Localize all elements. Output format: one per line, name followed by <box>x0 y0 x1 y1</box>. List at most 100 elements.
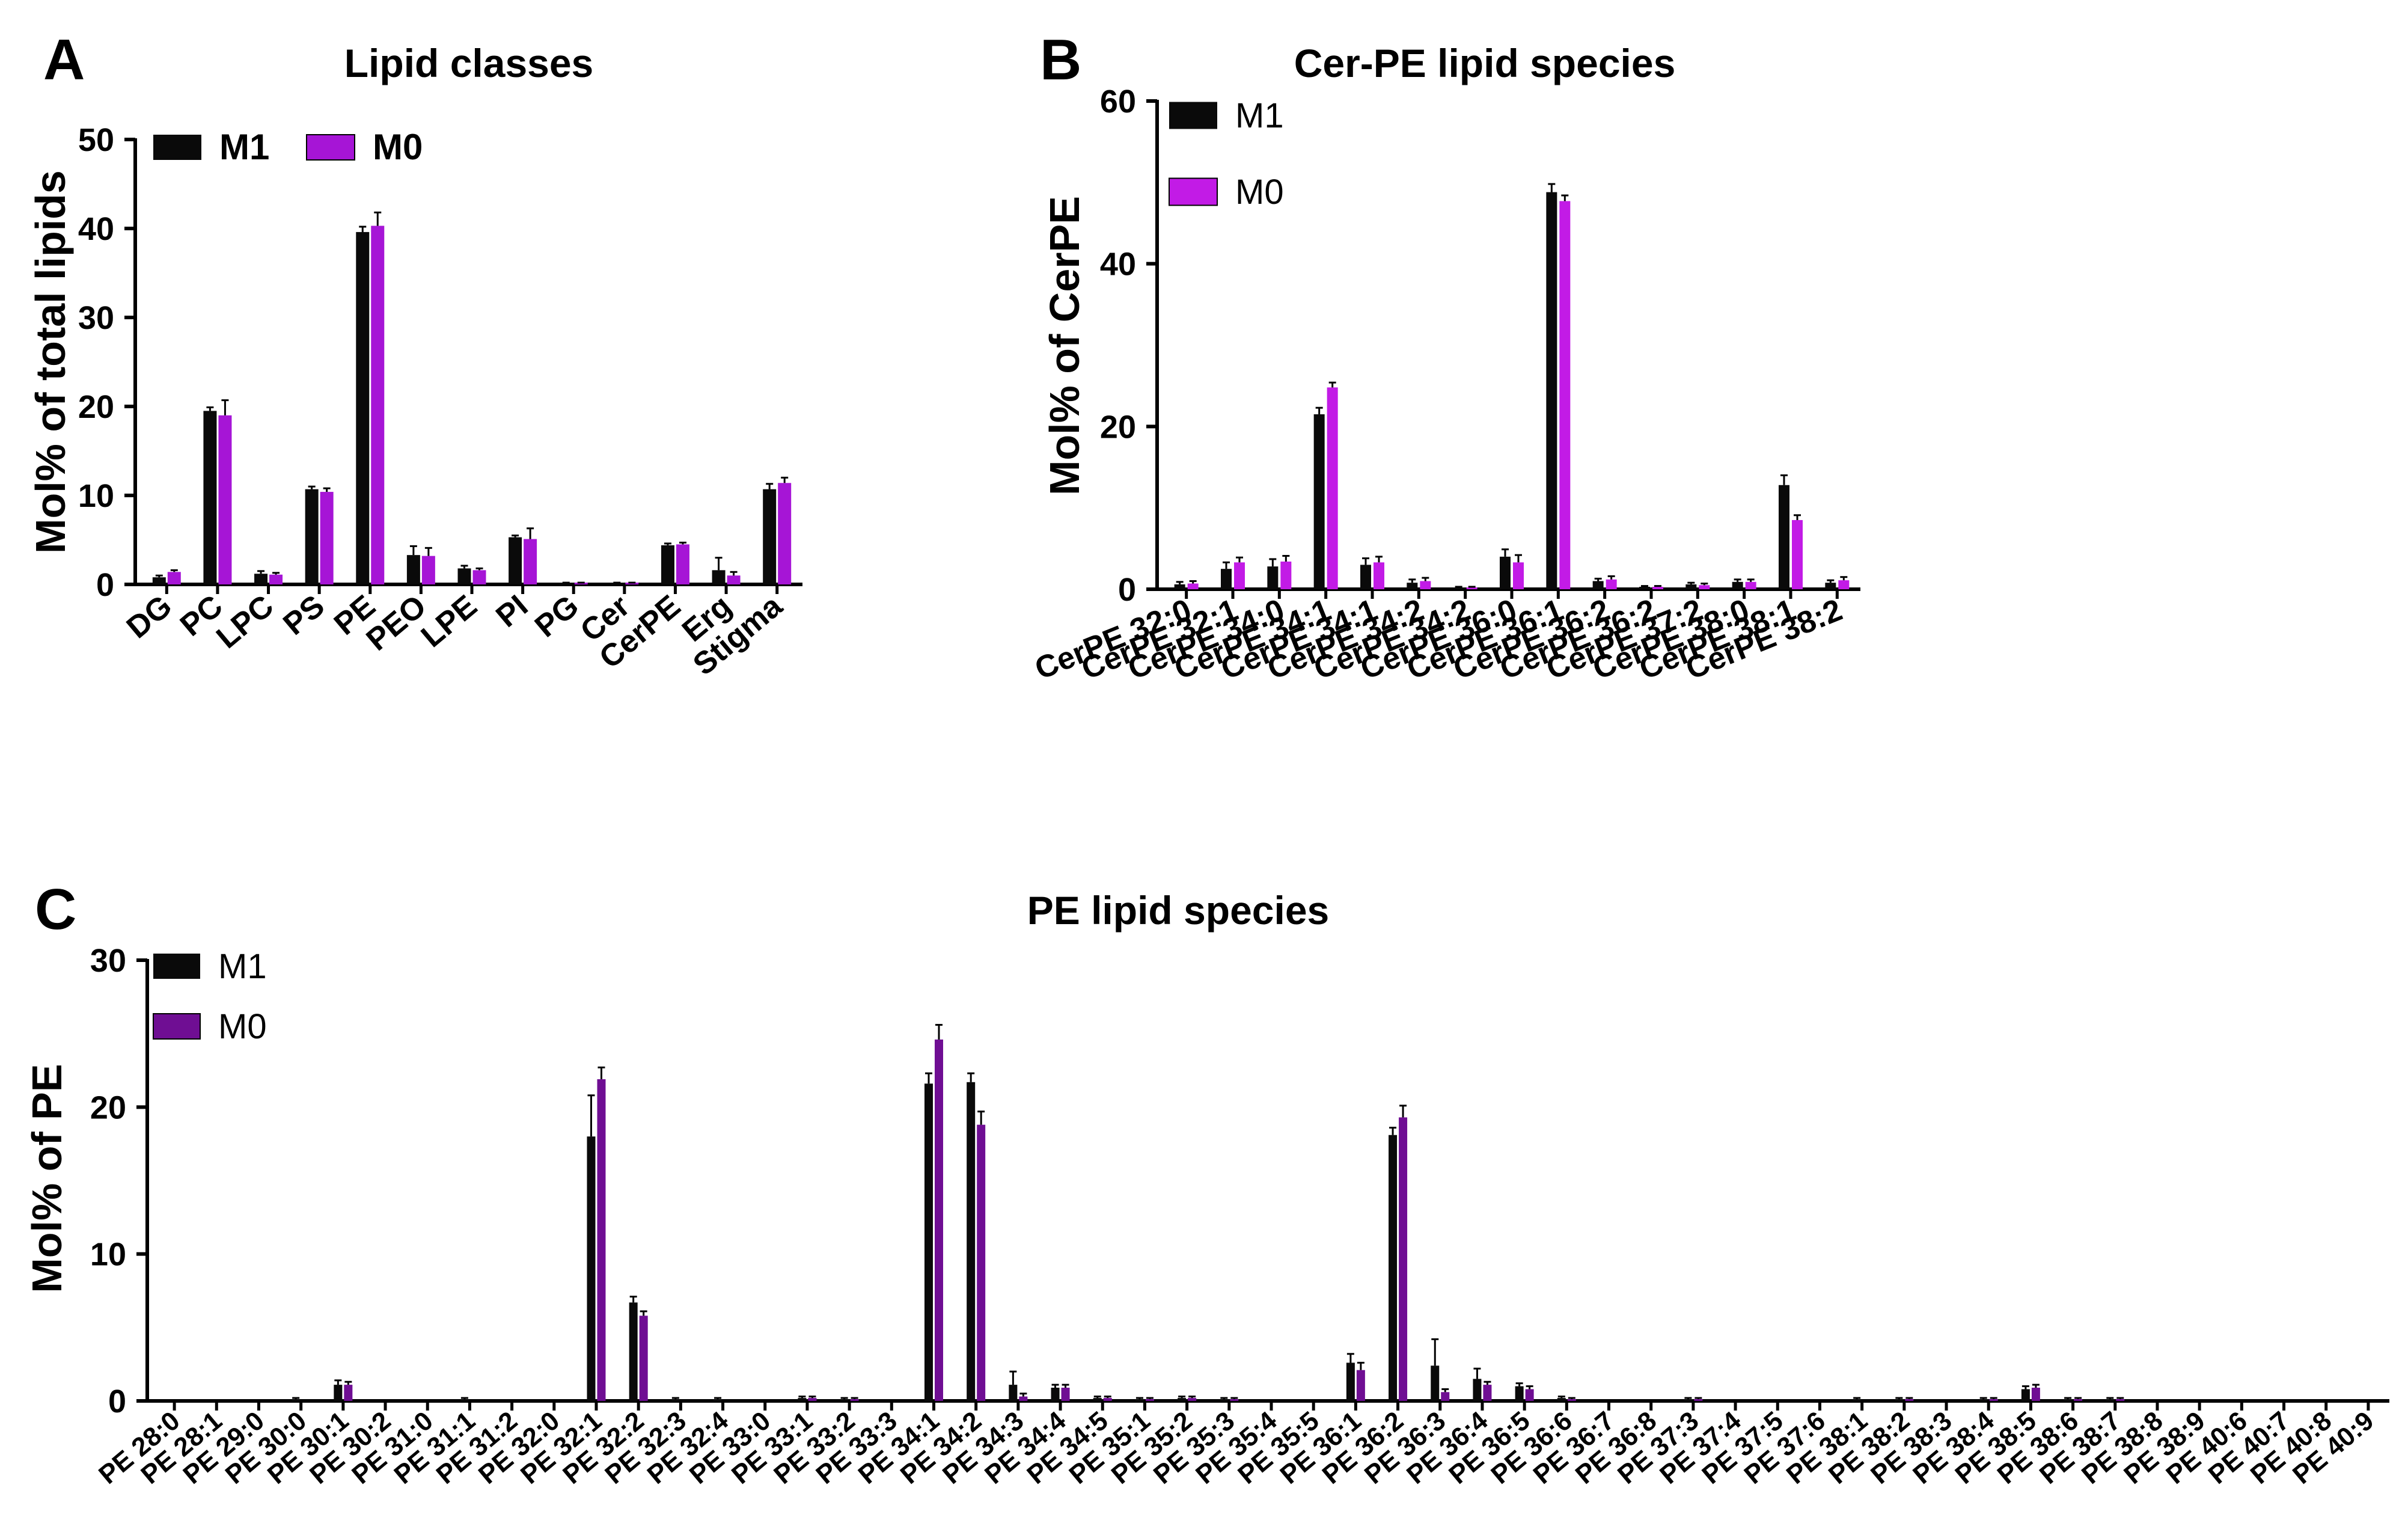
bar-m0 <box>1230 1399 1239 1401</box>
bar-m0 <box>727 575 741 584</box>
bar-m1 <box>1093 1398 1102 1401</box>
bar-m1 <box>1895 1399 1904 1401</box>
bar-m0 <box>167 572 181 584</box>
y-tick-label: 10 <box>78 478 114 514</box>
bar-m0 <box>421 556 435 584</box>
legend-label-m0: M0 <box>1235 173 1284 212</box>
bar-m0 <box>778 483 792 584</box>
legend-label-m1: M1 <box>218 947 267 986</box>
y-tick-label: 50 <box>78 122 114 158</box>
bar-m0 <box>1699 585 1710 589</box>
bar-m0 <box>1356 1370 1365 1401</box>
bar-m1 <box>1051 1388 1060 1401</box>
bar-m0 <box>850 1399 859 1401</box>
bar-m1 <box>1174 584 1185 589</box>
bar-m0 <box>977 1124 986 1401</box>
y-tick-label: 20 <box>78 389 114 425</box>
legend-label-m1: M1 <box>219 127 269 167</box>
bar-m0 <box>1327 387 1338 589</box>
legend-label-m0: M0 <box>373 127 423 167</box>
bar-m0 <box>218 415 232 584</box>
bar-m0 <box>1280 561 1292 589</box>
bar-m1 <box>924 1083 933 1401</box>
bar-m1 <box>1267 566 1279 589</box>
bar-m1 <box>334 1385 343 1401</box>
bar-m1 <box>1979 1399 1988 1401</box>
bar-m0 <box>1234 562 1245 589</box>
bar-m0 <box>597 1079 606 1401</box>
bar-m0 <box>1838 580 1850 589</box>
bar-m1 <box>356 231 370 584</box>
y-tick-label: 20 <box>90 1089 126 1126</box>
bar-m1 <box>2064 1399 2073 1401</box>
bar-m0 <box>934 1039 943 1401</box>
bar-m0 <box>1567 1399 1576 1401</box>
bar-m0 <box>808 1398 817 1401</box>
bar-m1 <box>1500 556 1511 589</box>
bar-m1 <box>1825 583 1836 589</box>
bar-m1 <box>406 555 420 584</box>
bar-m0 <box>1652 586 1663 589</box>
bar-m1 <box>1557 1398 1566 1401</box>
bar-m1 <box>292 1399 301 1401</box>
bar-m1 <box>1389 1135 1398 1401</box>
bar-m1 <box>661 545 674 584</box>
bar-m1 <box>2021 1389 2030 1401</box>
y-tick-label: 40 <box>78 211 114 247</box>
bar-m0 <box>1525 1389 1534 1401</box>
bar-m1 <box>1685 584 1697 589</box>
bar-m1 <box>712 570 726 584</box>
bar-m1 <box>1178 1398 1187 1401</box>
bar-m0 <box>1019 1396 1028 1401</box>
bar-m1 <box>1453 587 1464 589</box>
bar-m0 <box>1513 562 1524 589</box>
y-axis-label: Mol% of CerPE <box>1041 196 1088 495</box>
y-tick-label: 30 <box>78 300 114 336</box>
panel-b-letter: B <box>1040 28 1081 92</box>
bar-m1 <box>671 1399 680 1401</box>
bar-m1 <box>1009 1385 1018 1401</box>
bar-m0 <box>639 1316 648 1401</box>
bar-m1 <box>509 537 522 584</box>
panel-c-letter: C <box>35 877 76 942</box>
bar-m0 <box>1420 581 1431 589</box>
bar-m0 <box>1187 583 1199 589</box>
legend-swatch-m1 <box>153 954 200 979</box>
bar-m1 <box>1779 485 1789 589</box>
bar-m1 <box>1346 1362 1355 1401</box>
bar-m0 <box>1399 1117 1408 1401</box>
bar-m1 <box>305 489 319 584</box>
bar-m0 <box>1466 587 1477 589</box>
y-tick-label: 30 <box>90 943 126 979</box>
bar-m0 <box>1374 562 1384 589</box>
bar-m0 <box>1061 1388 1070 1401</box>
bar-m1 <box>714 1399 723 1401</box>
y-tick-label: 0 <box>108 1383 126 1420</box>
bar-m1 <box>1639 586 1650 589</box>
legend-swatch-m0 <box>306 134 355 161</box>
bar-m0 <box>2031 1388 2040 1401</box>
legend-swatch-m1 <box>153 135 201 160</box>
chart-title: Cer-PE lipid species <box>1294 41 1676 85</box>
bar-m0 <box>676 544 689 584</box>
y-tick-label: 20 <box>1100 409 1136 445</box>
legend-label-m1: M1 <box>1235 96 1284 135</box>
bar-m0 <box>472 570 486 584</box>
bar-m0 <box>1145 1399 1154 1401</box>
bar-m0 <box>2074 1399 2083 1401</box>
bar-m0 <box>1188 1398 1197 1401</box>
bar-m0 <box>1483 1385 1492 1401</box>
bar-m1 <box>1313 414 1325 589</box>
bar-m1 <box>629 1302 638 1401</box>
y-tick-label: 10 <box>90 1237 126 1273</box>
bar-m0 <box>524 539 537 584</box>
chart-title: Lipid classes <box>344 41 594 85</box>
bar-m0 <box>1792 519 1803 589</box>
bar-m0 <box>1905 1399 1914 1401</box>
bar-m0 <box>1745 581 1756 589</box>
bar-m1 <box>1431 1365 1440 1401</box>
y-tick-label: 60 <box>1100 84 1136 120</box>
bar-m1 <box>798 1398 807 1401</box>
chart-title: PE lipid species <box>1027 888 1330 933</box>
